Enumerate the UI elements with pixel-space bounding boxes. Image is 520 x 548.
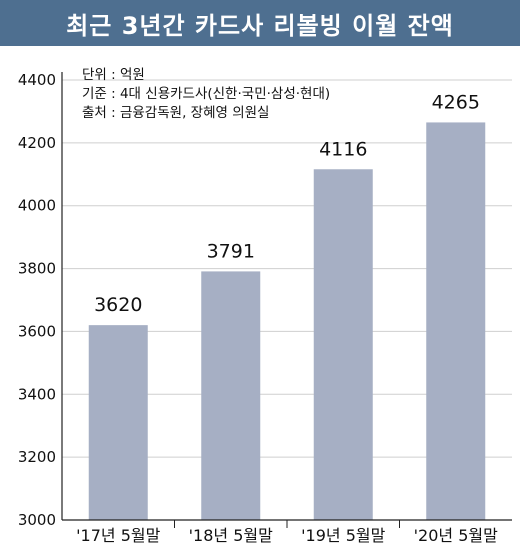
data-label: 3620: [94, 294, 142, 316]
chart-title: 최근 3년간 카드사 리볼빙 이월 잔액: [66, 11, 454, 40]
data-label: 4265: [432, 91, 480, 113]
source-note: 출처 : 금융감독원, 장혜영 의원실: [82, 105, 270, 121]
bar: [426, 122, 486, 520]
title-bar: 최근 3년간 카드사 리볼빙 이월 잔액: [0, 0, 520, 46]
bar: [201, 271, 261, 520]
y-tick-label: 4000: [18, 197, 56, 215]
bar: [313, 169, 373, 520]
category-label: '18년 5월말: [189, 526, 273, 545]
category-label: '19년 5월말: [301, 526, 385, 545]
y-tick-label: 4200: [18, 134, 56, 152]
y-tick-label: 3400: [18, 385, 56, 403]
unit-note: 단위 : 억원: [82, 67, 145, 83]
bar: [88, 325, 148, 520]
basis-note: 기준 : 4대 신용카드사(신한·국민·삼성·현대): [82, 86, 331, 102]
chart-meta: 단위 : 억원 기준 : 4대 신용카드사(신한·국민·삼성·현대) 출처 : …: [82, 66, 330, 123]
y-tick-label: 3800: [18, 260, 56, 278]
y-tick-label: 3000: [18, 511, 56, 529]
data-label: 3791: [207, 240, 255, 262]
y-tick-label: 4400: [18, 71, 56, 89]
category-label: '17년 5월말: [76, 526, 160, 545]
y-tick-label: 3200: [18, 448, 56, 466]
data-label: 4116: [319, 138, 367, 160]
category-label: '20년 5월말: [414, 526, 498, 545]
y-tick-label: 3600: [18, 322, 56, 340]
